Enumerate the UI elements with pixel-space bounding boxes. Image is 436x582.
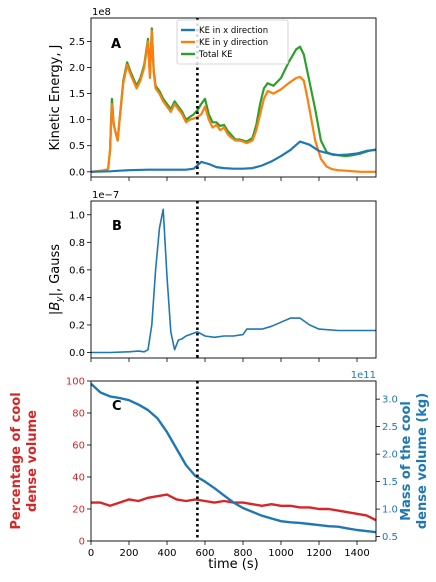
- legend-entry: KE in x direction: [199, 26, 268, 36]
- y-tick-label: 60: [72, 441, 85, 452]
- x-tick-label: 1200: [306, 548, 331, 559]
- x-tick-label: 600: [195, 548, 214, 559]
- x-tick-label: 800: [233, 548, 252, 559]
- right-tick-label: 2.5: [382, 422, 398, 433]
- right-tick-label: 2.0: [382, 450, 398, 461]
- right-exponent: 1e11: [351, 370, 376, 381]
- right-axis-label: Mass of the cooldense volume (kg): [399, 393, 430, 529]
- panel-label: A: [111, 37, 121, 52]
- series-group: [91, 27, 376, 173]
- legend-box: [176, 19, 289, 65]
- y-tick-label: 0.8: [69, 238, 85, 249]
- y-exponent: 1e−7: [92, 190, 119, 201]
- panel-c: 0 200 400 600 800 1000 1200 1400 0 20 40 60 80 100 0.5…: [9, 370, 430, 572]
- legend-entry: KE in y direction: [199, 38, 268, 48]
- y-exponent: 1e8: [92, 7, 111, 18]
- series-line-0: [91, 493, 377, 522]
- y-tick-label: 1.5: [69, 89, 85, 100]
- y-tick-label: 1.0: [69, 210, 85, 221]
- y-tick-label: 40: [72, 473, 85, 484]
- panel-a: 0.0 0.5 1.0 1.5 2.0 2.5 1e8 Kinetic Energy, J A K…: [48, 7, 377, 181]
- axes-frame: [90, 17, 377, 178]
- y-tick-label: 2.5: [69, 37, 85, 48]
- series-line-2: [91, 27, 376, 173]
- x-axis-label: time (s): [208, 557, 258, 572]
- right-tick-label: 1.0: [382, 505, 398, 516]
- right-tick-label: 0.5: [382, 532, 398, 543]
- axes-frame: [90, 200, 377, 359]
- x-tick-label: 400: [157, 548, 176, 559]
- x-tick-label: 1400: [344, 548, 369, 559]
- y-tick-label: 0.5: [69, 141, 85, 152]
- left-axis-label: Percentage of cooldense volume: [9, 392, 40, 529]
- series-line-0: [91, 208, 376, 354]
- y-tick-label: 2.0: [69, 63, 85, 74]
- y-tick-label: 0.0: [69, 348, 85, 359]
- y-tick-label: 0.0: [69, 167, 85, 178]
- y-tick-label: 80: [72, 409, 85, 420]
- panel-label: C: [112, 399, 122, 414]
- y-axis-label: |By|, Gauss: [48, 244, 65, 315]
- y-tick-label: 100: [66, 377, 85, 388]
- right-tick-label: 1.5: [382, 477, 398, 488]
- y-tick-label: 0.2: [69, 320, 85, 331]
- series-line-1: [90, 382, 377, 534]
- series-line-0: [91, 140, 376, 173]
- y-tick-label: 20: [72, 505, 85, 516]
- axes-frame: [90, 380, 377, 542]
- x-tick-label: 0: [88, 548, 94, 559]
- y-tick-label: 1.0: [69, 115, 85, 126]
- panel-b: 0.0 0.2 0.4 0.6 0.8 1.0 1e−7 |By|, Gauss B: [48, 190, 377, 362]
- series-line-1: [91, 29, 376, 173]
- panel-label: B: [112, 219, 122, 234]
- y-axis-label: Kinetic Energy, J: [48, 45, 63, 151]
- x-tick-label: 200: [119, 548, 138, 559]
- y-tick-label: 0: [79, 537, 85, 548]
- legend-entry: Total KE: [198, 50, 233, 60]
- right-tick-label: 3.0: [382, 395, 398, 406]
- y-tick-label: 0.6: [69, 265, 85, 276]
- x-tick-label: 1000: [268, 548, 293, 559]
- y-tick-label: 0.4: [69, 293, 85, 304]
